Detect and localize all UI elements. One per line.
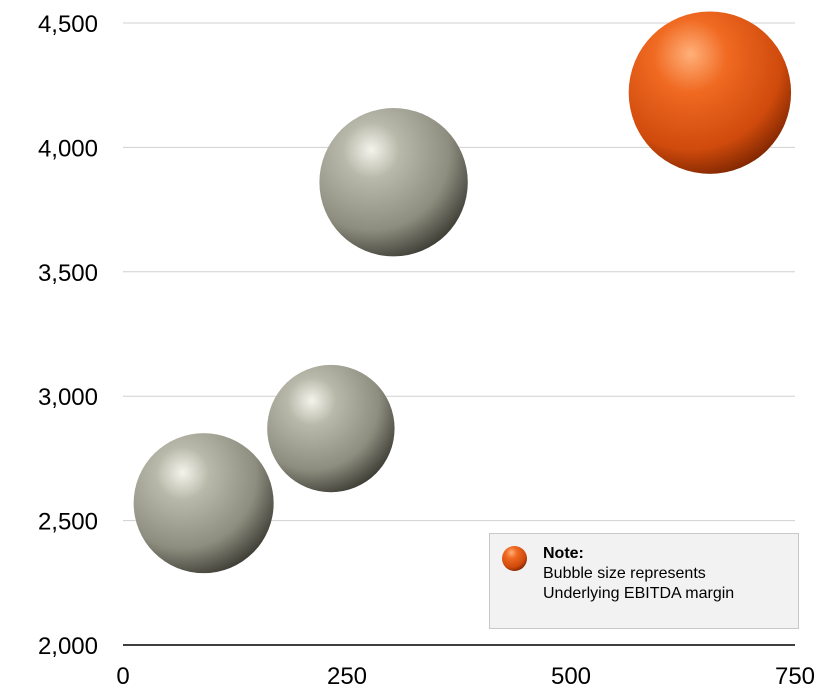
note-line: Underlying EBITDA margin bbox=[543, 585, 735, 602]
bubble bbox=[133, 433, 274, 574]
note-box: Note: Bubble size represents Underlying … bbox=[489, 533, 799, 629]
x-tick-label: 250 bbox=[327, 663, 367, 690]
x-tick-label: 500 bbox=[551, 663, 591, 690]
y-tick-label: 4,000 bbox=[38, 135, 98, 162]
y-axis-ticks: 2,000 2,500 3,000 3,500 4,000 4,500 bbox=[38, 11, 98, 660]
x-tick-label: 0 bbox=[116, 663, 129, 690]
y-tick-label: 3,500 bbox=[38, 260, 98, 287]
x-tick-label: 750 bbox=[775, 663, 815, 690]
y-tick-label: 3,000 bbox=[38, 384, 98, 411]
note-title: Note: bbox=[543, 545, 584, 562]
bubble bbox=[267, 364, 395, 493]
bubble bbox=[628, 11, 792, 174]
x-axis-ticks: 0 250 500 750 bbox=[116, 663, 815, 690]
note-line: Bubble size represents bbox=[543, 565, 706, 582]
y-tick-label: 2,500 bbox=[38, 509, 98, 536]
y-tick-label: 2,000 bbox=[38, 633, 98, 660]
y-tick-label: 4,500 bbox=[38, 11, 98, 38]
bubble bbox=[319, 108, 468, 257]
note-bubble-swatch bbox=[502, 546, 527, 571]
bubbles bbox=[133, 11, 792, 574]
